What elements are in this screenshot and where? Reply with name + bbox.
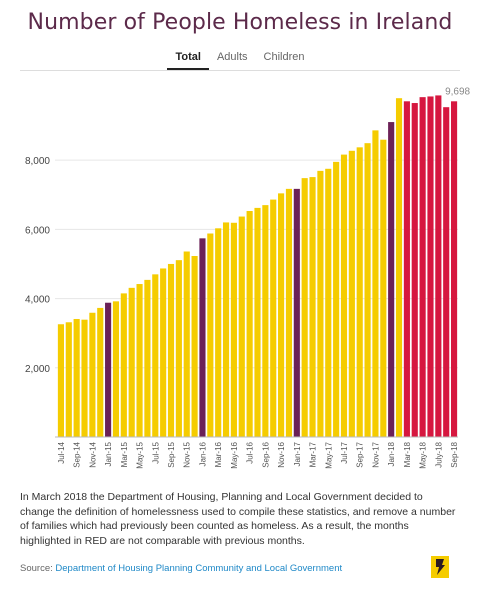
bar xyxy=(238,216,245,437)
source-link[interactable]: Department of Housing Planning Community… xyxy=(55,563,343,574)
bar-chart: 2,000 4,000 6,000 8,000 Jul-14 Sep-14 Nov-14 Ja… xyxy=(25,86,471,468)
bar xyxy=(191,256,198,437)
bar xyxy=(262,205,269,437)
bar xyxy=(207,233,214,437)
x-tick-label: Jul-14 xyxy=(57,441,66,463)
bar xyxy=(427,96,434,437)
tab-divider xyxy=(20,70,460,71)
bar xyxy=(183,251,190,437)
x-tick-label: Jan-15 xyxy=(104,441,113,466)
bar xyxy=(403,101,410,437)
bar xyxy=(388,122,395,437)
x-tick-label: Mar-15 xyxy=(120,441,129,467)
bar xyxy=(435,95,442,437)
x-tick-label: Sep-18 xyxy=(450,441,459,467)
bar xyxy=(293,188,300,437)
bar xyxy=(112,301,120,437)
bar xyxy=(411,103,418,438)
bar xyxy=(380,139,387,437)
bar xyxy=(199,238,206,437)
bar xyxy=(372,130,379,437)
bar xyxy=(443,107,450,437)
bar xyxy=(285,188,293,437)
bar xyxy=(73,318,80,437)
bar xyxy=(175,260,182,437)
bar xyxy=(120,293,127,437)
x-tick-label: Jul-17 xyxy=(340,441,349,463)
bar xyxy=(97,307,104,437)
x-tick-label: Mar-17 xyxy=(309,441,318,467)
x-tick-label: Nov-14 xyxy=(88,441,97,467)
bar xyxy=(105,302,112,437)
x-tick-label: Nov-16 xyxy=(277,441,286,467)
bar xyxy=(325,168,332,437)
bar xyxy=(309,177,316,437)
chart-note: In March 2018 the Department of Housing,… xyxy=(20,491,456,547)
bar xyxy=(364,143,371,437)
bar xyxy=(81,319,88,437)
bar xyxy=(419,97,426,438)
x-tick-label: May-16 xyxy=(230,441,239,468)
x-tick-label: July-18 xyxy=(434,441,443,467)
bar xyxy=(246,211,253,437)
tab-adults[interactable]: Adults xyxy=(216,51,248,63)
bar xyxy=(160,268,167,437)
x-tick-label: Sep-14 xyxy=(73,441,82,467)
y-tick-label: 6,000 xyxy=(25,225,50,236)
x-tick-label: Mar-16 xyxy=(214,441,223,467)
bar xyxy=(278,193,285,437)
x-tick-label: Nov-17 xyxy=(371,441,380,467)
x-tick-label: Sep-16 xyxy=(261,441,270,467)
bar xyxy=(340,154,348,437)
y-tick-label: 4,000 xyxy=(25,295,50,306)
y-tick-label: 8,000 xyxy=(25,156,50,167)
bar xyxy=(348,150,355,437)
x-tick-label: May-18 xyxy=(419,441,428,468)
bar xyxy=(167,263,175,437)
chart-title: Number of People Homeless in Ireland xyxy=(27,10,453,35)
bar xyxy=(451,101,458,437)
x-tick-label: May-15 xyxy=(136,441,145,468)
x-tick-label: Mar-18 xyxy=(403,441,412,467)
x-tick-label: Jan-18 xyxy=(387,441,396,466)
bar xyxy=(356,147,363,438)
x-tick-label: Jul-15 xyxy=(151,441,160,463)
bar xyxy=(301,178,308,437)
source-prefix: Source: xyxy=(20,563,53,574)
bar xyxy=(222,222,230,437)
x-tick-label: Jan-17 xyxy=(293,441,302,466)
bar xyxy=(152,274,159,437)
bar xyxy=(57,324,64,437)
source-line: Source: Department of Housing Planning C… xyxy=(20,563,342,574)
x-tick-label: Sep-17 xyxy=(356,441,365,467)
tab-total[interactable]: Total xyxy=(167,49,209,70)
tab-bar: Total Adults Children xyxy=(0,49,480,70)
bar xyxy=(65,322,72,437)
brand-logo-icon xyxy=(431,556,449,578)
tab-children[interactable]: Children xyxy=(263,51,305,63)
x-tick-label: Jan-16 xyxy=(198,441,207,466)
bar xyxy=(136,284,143,437)
x-tick-label: Jul-16 xyxy=(246,441,255,463)
bar xyxy=(89,312,96,437)
x-tick-label: Sep-15 xyxy=(167,441,176,467)
bar xyxy=(270,199,277,437)
bar xyxy=(128,287,135,437)
x-tick-label: May-17 xyxy=(324,441,333,468)
x-tick-label: Nov-15 xyxy=(183,441,192,467)
y-tick-label: 2,000 xyxy=(25,364,50,375)
bar xyxy=(395,98,403,438)
bar xyxy=(230,222,237,437)
bar xyxy=(333,161,340,437)
data-label: 9,698 xyxy=(445,86,470,97)
bar xyxy=(215,228,222,437)
bar xyxy=(317,170,324,437)
bar xyxy=(144,279,151,437)
bar xyxy=(254,207,261,437)
